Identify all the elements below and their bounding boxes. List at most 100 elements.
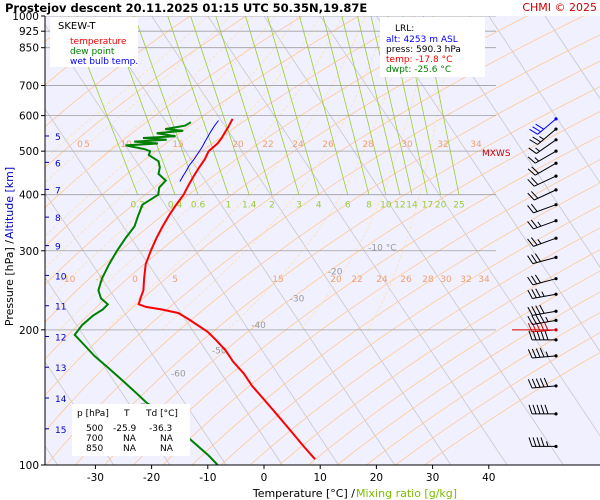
wind-barb-feather bbox=[530, 219, 538, 228]
isotherm-line bbox=[488, 16, 600, 184]
dry-adiabat-line bbox=[104, 111, 600, 465]
legend-heading: SKEW-T bbox=[58, 21, 96, 32]
wind-barb bbox=[527, 161, 558, 176]
dry-adiabat-line bbox=[75, 86, 600, 465]
wind-barb-station bbox=[554, 138, 558, 142]
mixing-ratio-line bbox=[167, 16, 229, 195]
y-axis-label-pressure: Pressure [hPa] / bbox=[3, 240, 16, 326]
km-tick-label: 9 bbox=[55, 243, 61, 253]
wind-barb-half-feather bbox=[545, 351, 549, 357]
wind-barb bbox=[527, 149, 558, 164]
dry-adiabat-line bbox=[133, 135, 600, 465]
wind-barb-half-feather bbox=[537, 221, 542, 227]
dry-adiabat-label: 30 bbox=[440, 275, 452, 285]
chart-title: Prostejov descent 20.11.2025 01:15 UTC 5… bbox=[5, 1, 368, 15]
mixing-ratio-label: 1.4 bbox=[242, 201, 257, 211]
wind-barb-feather bbox=[532, 437, 537, 447]
table-row-td: NA bbox=[160, 434, 174, 444]
isotherm-line bbox=[45, 276, 171, 465]
dry-adiabat-label: 22 bbox=[262, 140, 273, 150]
isotherm-line bbox=[319, 16, 600, 437]
mixing-ratio-line bbox=[370, 16, 413, 195]
wind-barb-feather bbox=[527, 238, 534, 247]
x-tick-label: 0 bbox=[261, 472, 268, 484]
mixing-ratio-line bbox=[134, 16, 199, 195]
wind-barb-station bbox=[554, 255, 558, 259]
wind-barb bbox=[527, 253, 558, 265]
km-tick-label: 5 bbox=[55, 133, 61, 143]
dry-adiabat-label: 15 bbox=[272, 275, 283, 285]
x-tick-label: -20 bbox=[143, 472, 160, 484]
wind-barb-feather bbox=[528, 437, 533, 447]
wind-barb bbox=[529, 117, 558, 135]
dry-adiabat-label: 15 bbox=[172, 140, 183, 150]
wind-barb-half-feather bbox=[539, 136, 545, 140]
wind-barb-feather bbox=[528, 404, 533, 414]
wind-barb-station bbox=[554, 354, 558, 358]
dry-adiabat-label: 24 bbox=[292, 140, 304, 150]
wind-barb-feather bbox=[530, 191, 539, 199]
lrl-temp: temp: -17.8 °C bbox=[386, 55, 452, 65]
isotherm-line bbox=[95, 16, 396, 465]
wind-barb bbox=[527, 313, 558, 325]
wind-barb-feather bbox=[527, 289, 533, 299]
wind-barb-staff bbox=[534, 150, 557, 164]
wind-barb bbox=[527, 348, 558, 359]
wind-barb-feather bbox=[539, 348, 545, 358]
legend-dewpoint: dew point bbox=[70, 47, 115, 57]
wind-barb-station bbox=[554, 309, 558, 313]
lrl-box: LRL: alt: 4253 m ASL press: 590.3 hPa te… bbox=[380, 17, 485, 77]
wind-barbs bbox=[527, 117, 558, 449]
km-tick-label: 13 bbox=[55, 364, 66, 374]
wind-barb-half-feather bbox=[546, 441, 549, 447]
table-row-p: 700 bbox=[86, 434, 103, 444]
x-tick-label: 10 bbox=[314, 472, 327, 484]
wind-barb bbox=[528, 330, 558, 342]
wind-barb-staff bbox=[534, 175, 557, 187]
km-tick-label: 10 bbox=[55, 272, 67, 282]
wind-barb-station bbox=[554, 277, 558, 281]
wind-barb-feather bbox=[536, 437, 541, 447]
wind-barb-feather bbox=[540, 404, 545, 414]
isotherm-line bbox=[45, 361, 115, 465]
dry-adiabat-line bbox=[46, 60, 600, 465]
wind-barb-feather bbox=[529, 128, 538, 135]
wind-barb-feather bbox=[535, 123, 545, 130]
km-tick-label: 14 bbox=[55, 395, 67, 405]
wind-barb-feather bbox=[536, 404, 541, 414]
lrl-background bbox=[380, 17, 485, 77]
table-row-t: NA bbox=[123, 444, 137, 454]
isotherm-line bbox=[0, 16, 1, 465]
credit-label: CHMI © 2025 bbox=[522, 1, 597, 14]
dry-adiabat-label: 26 bbox=[322, 140, 334, 150]
wind-barb-feather bbox=[528, 330, 533, 340]
moist-adiabat-line bbox=[45, 16, 254, 209]
isotherm-line bbox=[376, 16, 600, 353]
wind-barb-feather bbox=[544, 404, 549, 414]
wind-barb-feather bbox=[527, 276, 534, 286]
wind-barb-staff bbox=[533, 237, 557, 247]
isotherm-line bbox=[207, 16, 508, 465]
wind-barb bbox=[527, 203, 558, 214]
isotherm-label: -60 bbox=[171, 369, 186, 379]
isotherm-line bbox=[432, 16, 600, 268]
mixing-ratio-label: 4 bbox=[316, 201, 322, 211]
wind-barb-feather bbox=[531, 275, 538, 285]
wind-barb-feather bbox=[535, 305, 541, 315]
y-tick-label: 925 bbox=[19, 26, 39, 38]
dry-adiabat-label: 24 bbox=[376, 275, 388, 285]
wetbulb-line bbox=[179, 120, 219, 182]
wind-barb-feather bbox=[543, 377, 549, 387]
mixing-ratio-line bbox=[299, 16, 349, 195]
wind-barb-staff bbox=[537, 128, 557, 145]
wind-barb bbox=[528, 138, 558, 154]
table-row-p: 850 bbox=[86, 444, 103, 454]
dry-adiabat-label: 34 bbox=[478, 275, 490, 285]
wind-barb bbox=[527, 304, 558, 316]
dry-adiabat-label: 28 bbox=[422, 275, 434, 285]
wind-barb-staff bbox=[533, 220, 557, 230]
mixing-ratio-line bbox=[190, 16, 250, 195]
lrl-alt: alt: 4253 m ASL bbox=[386, 35, 458, 45]
table-row-td: -36.3 bbox=[149, 424, 172, 434]
x-tick-label: -10 bbox=[199, 472, 216, 484]
